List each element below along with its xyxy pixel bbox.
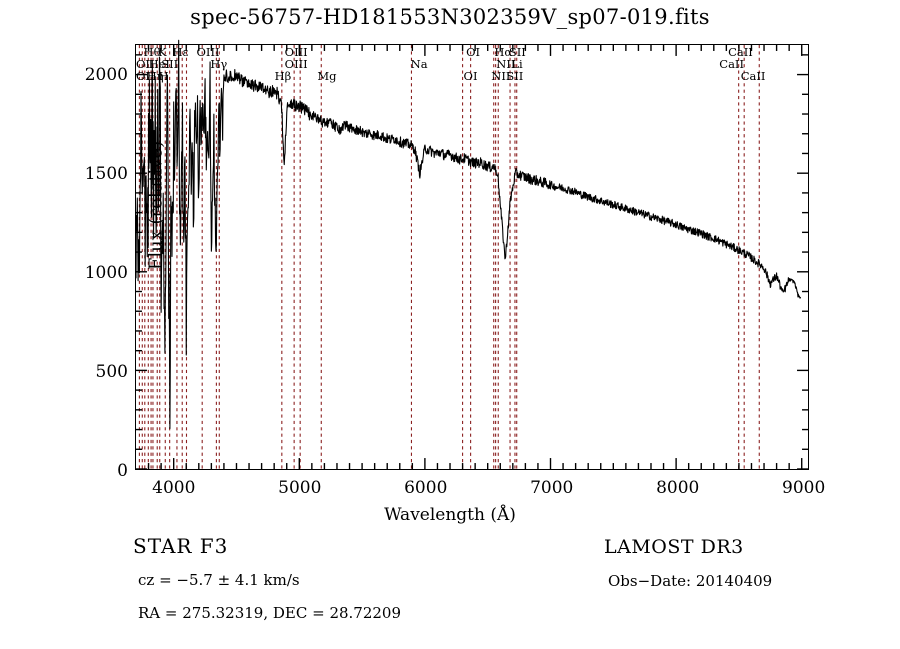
x-tick-label: 6000 xyxy=(404,478,448,498)
spectral-line-label: K xyxy=(158,45,167,59)
spectral-line-label: Hη xyxy=(146,69,164,83)
spectral-line-label: NII xyxy=(496,57,516,71)
spectral-line-label: OII xyxy=(136,57,155,71)
object-class: STAR F3 xyxy=(133,534,229,558)
spectral-line-label: CaII xyxy=(728,45,753,59)
spectral-line-label: SII xyxy=(161,57,179,71)
observation-date: Obs−Date: 20140409 xyxy=(608,572,773,590)
x-tick-label: 9000 xyxy=(782,478,826,498)
y-tick-label: 1000 xyxy=(84,262,128,283)
survey-name: LAMOST DR3 xyxy=(604,536,744,558)
axis-ticks xyxy=(136,45,808,470)
spectral-line-label: Li xyxy=(511,57,523,71)
x-tick-label: 8000 xyxy=(656,478,700,498)
spectral-line-label: Hε xyxy=(172,45,189,59)
x-tick-label: 4000 xyxy=(152,478,196,498)
y-tick-label: 500 xyxy=(95,361,128,382)
y-tick-label: 1500 xyxy=(84,163,128,184)
coordinates: RA = 275.32319, DEC = 28.72209 xyxy=(138,604,402,622)
spectral-line-label: HeI xyxy=(148,57,170,71)
spectral-line-label: CaII xyxy=(719,57,745,71)
redshift-velocity: cz = −5.7 ± 4.1 km/s xyxy=(138,571,300,589)
spectral-line-label: Na xyxy=(410,57,428,71)
spectral-line-label: OI xyxy=(463,69,478,83)
page-title: spec-56757-HD181553N302359V_sp07-019.fit… xyxy=(190,5,710,29)
spectral-line-label: OIII xyxy=(284,45,308,59)
spectral-line-label: Hβ xyxy=(274,69,292,83)
spectral-line-label: SII xyxy=(506,69,524,83)
spectral-line-label: Mg xyxy=(317,69,337,83)
spectral-line-label: Hθ xyxy=(143,45,161,59)
x-axis-title: Wavelength (Å) xyxy=(384,505,516,525)
spectral-line-label: Hγ xyxy=(210,57,228,71)
x-tick-label: 7000 xyxy=(530,478,574,498)
spectral-line-label: NII xyxy=(491,69,511,83)
plot-area: 0 500 1000 1500 2000 4000 5000 6000 7000 8000 900… xyxy=(85,39,825,498)
spectral-line-label: OIII xyxy=(196,45,220,59)
y-tick-label: 2000 xyxy=(84,64,128,85)
spectral-line-label: OII xyxy=(136,69,155,83)
spectral-line-label: OI xyxy=(466,45,481,59)
spectral-line-label: CaII xyxy=(740,69,766,83)
y-axis-title: Flux (relative) xyxy=(145,140,167,271)
x-tick-label: 5000 xyxy=(278,478,322,498)
spectrum-curve xyxy=(135,39,801,430)
spectral-line-label: SII xyxy=(508,45,526,59)
spectral-line-label: OIII xyxy=(284,57,308,71)
spectral-line-label: Hα xyxy=(494,45,513,59)
y-tick-label: 0 xyxy=(117,461,128,481)
spectral-line-label: H xyxy=(158,69,169,83)
